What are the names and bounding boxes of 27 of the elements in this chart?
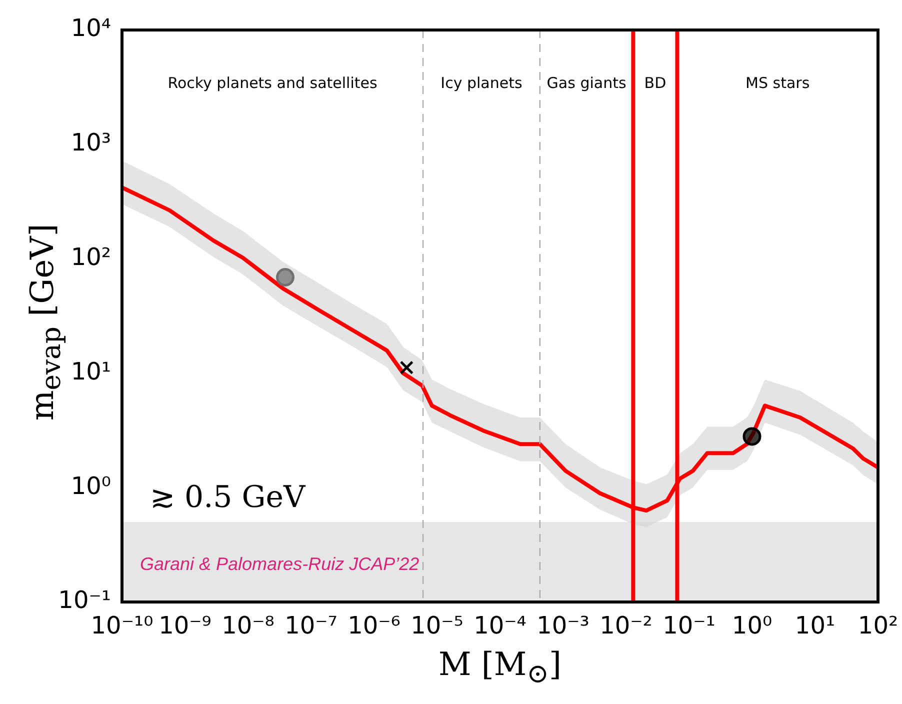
y-tick-label: 10¹ (70, 357, 111, 386)
annotation: Gas giants (546, 74, 626, 92)
x-tick-label: 10² (858, 612, 898, 640)
y-tick-label: 10⁰ (70, 472, 111, 500)
annotation: BD (644, 74, 666, 92)
annotation: Rocky planets and satellites (168, 74, 378, 92)
x-tick-label: 10⁰ (732, 612, 772, 640)
x-tick-label: 10⁻⁴ (474, 612, 526, 640)
annotation: Icy planets (440, 74, 522, 92)
annotation: MS stars (746, 74, 810, 92)
x-tick-label: 10⁻⁷ (284, 612, 338, 640)
x-axis-title: M [M$_{⊙}$] (437, 645, 562, 690)
x-tick-label: 10⁻⁹ (158, 612, 212, 640)
x-tick-label: 10⁻¹⁰ (90, 612, 154, 640)
y-tick-label: 10⁴ (70, 14, 111, 42)
band-label: ≳ 0.5 GeV (150, 480, 306, 515)
annotation: Garani & Palomares-Ruiz JCAP’22 (140, 554, 420, 574)
y-tick-label: 10² (70, 243, 111, 272)
y-tick-label: 10³ (70, 128, 111, 157)
y-tick-label: 10⁻¹ (58, 586, 111, 614)
x-tick-label: 10⁻⁸ (222, 612, 274, 640)
x-tick-label: 10⁻⁵ (410, 612, 464, 640)
x-tick-label: 10⁻⁶ (348, 612, 400, 640)
x-tick-label: 10⁻³ (536, 612, 590, 640)
x-tick-label: 10¹ (794, 612, 836, 640)
x-tick-label: 10⁻¹ (662, 612, 716, 640)
x-tick-label: 10⁻² (600, 612, 652, 640)
